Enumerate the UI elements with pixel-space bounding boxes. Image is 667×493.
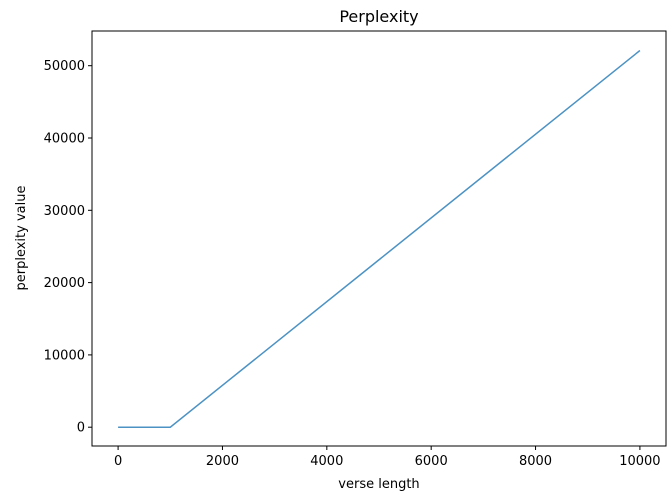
y-tick-label: 50000 [44, 59, 85, 74]
x-tick-label: 2000 [206, 454, 239, 469]
y-tick-label: 0 [77, 421, 85, 436]
x-tick-label: 4000 [310, 454, 343, 469]
plot-background [92, 31, 666, 446]
chart-title: Perplexity [339, 7, 418, 26]
x-tick-label: 10000 [619, 454, 660, 469]
plot-frame [91, 30, 667, 447]
y-tick-label: 40000 [44, 132, 85, 147]
series-line-1 [118, 49, 641, 428]
y-tick-label: 10000 [44, 348, 85, 363]
x-tick-label: 0 [114, 454, 122, 469]
x-tick-label: 6000 [415, 454, 448, 469]
y-axis-ticks: 0 10000 20000 30000 40000 50000 [44, 59, 92, 436]
y-axis-label: perplexity value [14, 186, 29, 291]
x-tick-label: 8000 [519, 454, 552, 469]
series-layer [118, 49, 641, 428]
y-tick-label: 20000 [44, 276, 85, 291]
x-axis-label: verse length [338, 477, 419, 492]
x-axis-ticks: 0 2000 4000 6000 8000 10000 [114, 446, 661, 469]
y-tick-label: 30000 [44, 204, 85, 219]
